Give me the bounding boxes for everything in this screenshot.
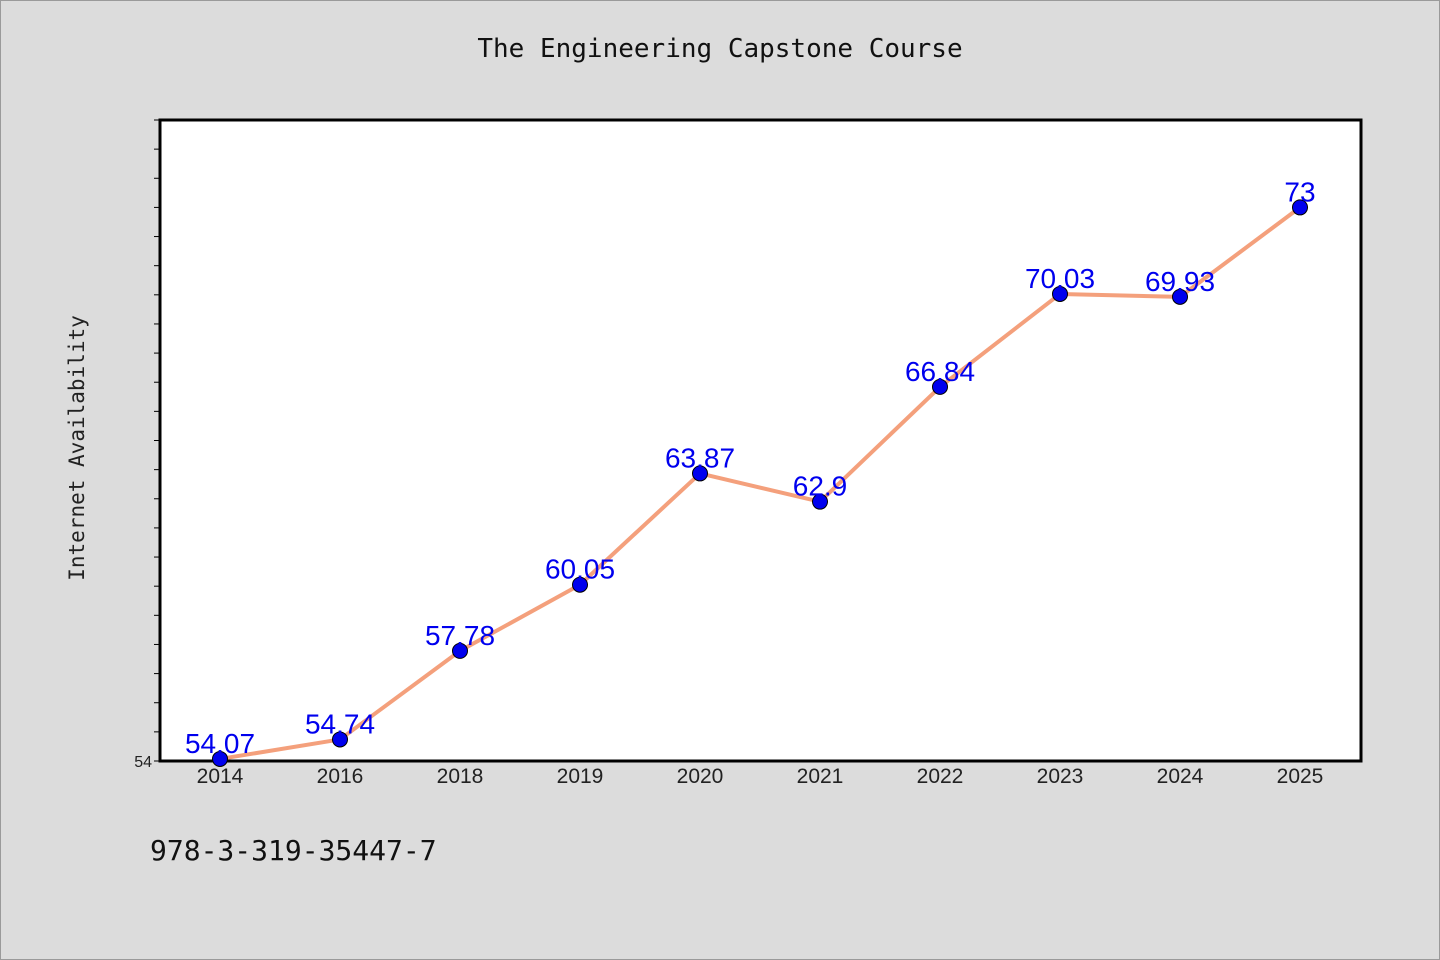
x-tick-label: 2021 (797, 765, 844, 788)
data-point (1172, 288, 1188, 305)
isbn-text: 978-3-319-35447-7 (150, 834, 437, 867)
y-axis-ticks (154, 119, 160, 762)
data-label: 69.93 (1145, 266, 1215, 297)
data-point (812, 493, 828, 510)
data-point (452, 642, 468, 659)
data-point (1052, 285, 1068, 302)
plot-area (158, 118, 1363, 763)
x-tick-label: 2025 (1277, 765, 1324, 788)
x-tick-label: 2020 (677, 765, 724, 788)
data-label: 60.05 (545, 554, 615, 585)
y-axis-tick-labels: 54 (134, 754, 152, 771)
x-axis-tick-labels: 2014 2016 2018 2019 2020 2021 2022 2023 2024 2025 (197, 765, 1324, 788)
x-tick-label: 2016 (317, 765, 364, 788)
data-label: 63.87 (665, 442, 735, 473)
x-tick-label: 2022 (917, 765, 964, 788)
data-point (1292, 199, 1308, 216)
x-tick-label: 2024 (1157, 765, 1204, 788)
x-tick-label: 2014 (197, 765, 244, 788)
data-point (332, 731, 348, 748)
x-tick-label: 2023 (1037, 765, 1084, 788)
data-point (932, 378, 948, 395)
data-label: 54.07 (185, 728, 255, 759)
data-point (212, 750, 228, 767)
data-label: 70.03 (1025, 263, 1095, 294)
data-point (692, 465, 708, 482)
data-point (572, 576, 588, 593)
y-tick-label: 54 (134, 754, 152, 771)
data-label: 57.78 (425, 620, 495, 651)
data-label: 62.9 (793, 471, 848, 502)
data-label: 73 (1284, 176, 1315, 207)
series-line (219, 205, 1302, 761)
x-tick-label: 2019 (557, 765, 604, 788)
data-label: 54.74 (305, 708, 375, 739)
data-labels: 54.07 54.74 57.78 60.05 63.87 62.9 66.84 70.03 6… (185, 176, 1316, 759)
x-tick-label: 2018 (437, 765, 484, 788)
data-point-markers (212, 199, 1308, 767)
chart-title: The Engineering Capstone Course (477, 34, 963, 64)
data-label: 66.84 (905, 356, 975, 387)
